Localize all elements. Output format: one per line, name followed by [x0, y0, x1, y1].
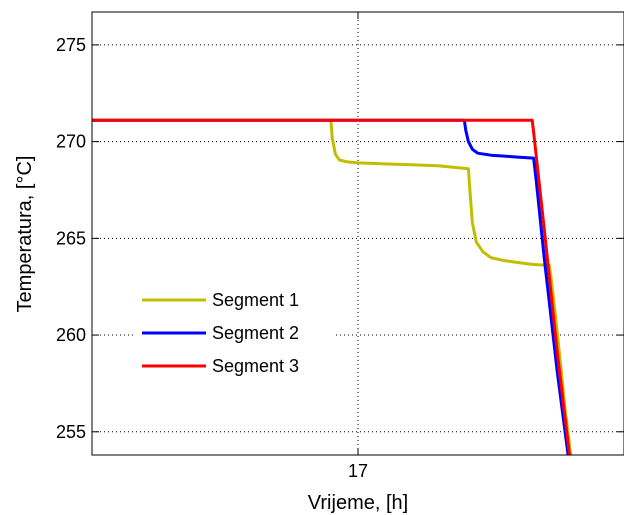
series-line-3 [92, 118, 571, 455]
x-axis-label: Vrijeme, [h] [308, 492, 408, 514]
y-axis-label: Temperatura, [°C] [14, 156, 36, 313]
series-line-2 [92, 118, 570, 455]
y-tick-label: 275 [56, 35, 86, 55]
plot-area [92, 118, 573, 455]
legend-label-2: Segment 2 [212, 323, 299, 343]
ticks: 255 260 265 270 275 17 [56, 12, 624, 481]
y-tick-label: 270 [56, 132, 86, 152]
legend-label-3: Segment 3 [212, 356, 299, 376]
y-tick-label: 255 [56, 422, 86, 442]
legend-label-1: Segment 1 [212, 290, 299, 310]
legend: Segment 1 Segment 2 Segment 3 [134, 284, 334, 384]
x-tick-label: 17 [348, 461, 368, 481]
y-tick-label: 260 [56, 325, 86, 345]
y-tick-label: 265 [56, 228, 86, 248]
